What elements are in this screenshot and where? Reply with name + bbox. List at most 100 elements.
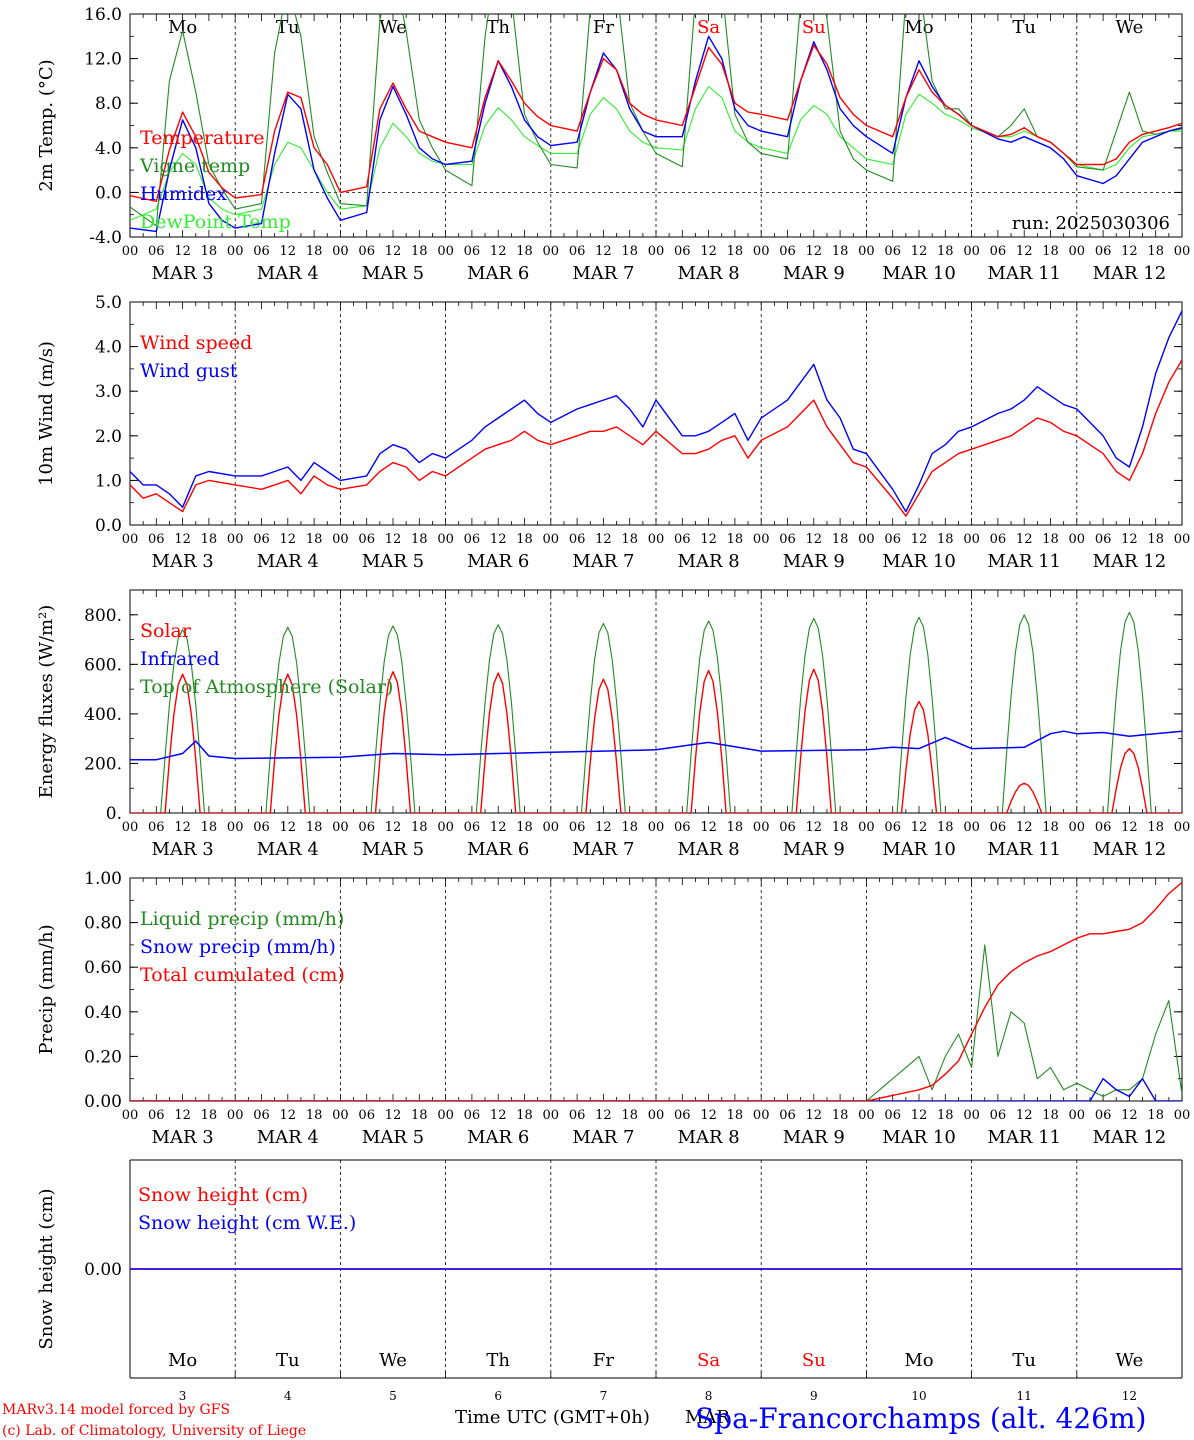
y-tick-label: 0.00	[84, 1092, 122, 1112]
weekday-label: Tu	[1012, 17, 1036, 38]
weekday-label: Tu	[276, 1350, 300, 1371]
hour-label: 06	[358, 1108, 375, 1123]
y-tick-label: 0.0	[95, 183, 122, 203]
day-number-label: 7	[600, 1389, 608, 1403]
weekday-label: Tu	[276, 17, 300, 38]
hour-label: 00	[858, 1108, 875, 1123]
hour-label: 00	[437, 244, 454, 259]
panel-3: 0. 200. 400. 600. 800. Energy fluxes (W/m²) 00…	[36, 589, 1190, 860]
hour-label: 06	[884, 1108, 901, 1123]
hour-label: 06	[779, 532, 796, 547]
hour-label: 18	[1042, 1108, 1059, 1123]
day-number-label: 6	[494, 1389, 502, 1403]
hour-label: 18	[1147, 1108, 1164, 1123]
hour-label: 18	[937, 820, 954, 835]
y-tick-label: 0.80	[84, 914, 122, 934]
hour-label: 18	[937, 532, 954, 547]
weekday-label: Sa	[697, 17, 720, 38]
hour-label: 00	[963, 244, 980, 259]
legend-entry: Top of Atmosphere (Solar)	[140, 676, 393, 698]
date-label: MAR 4	[257, 551, 319, 572]
day-number-label: 5	[389, 1389, 397, 1403]
y-tick-label: 0.40	[84, 1003, 122, 1023]
date-label: MAR 4	[257, 263, 319, 284]
panel-4: 0.00 0.20 0.40 0.60 0.80 1.00 Precip (mm/h) 00 0…	[36, 869, 1190, 1148]
legend-entry: Temperature	[140, 127, 264, 149]
date-label: MAR 7	[572, 839, 634, 860]
y-tick-label: 0.20	[84, 1047, 122, 1067]
date-label: MAR 12	[1093, 263, 1167, 284]
hour-label: 06	[674, 244, 691, 259]
hour-label: 18	[832, 1108, 849, 1123]
day-number-label: 11	[1017, 1389, 1032, 1403]
panel-frame	[129, 13, 1183, 238]
hour-label: 00	[437, 532, 454, 547]
hour-label: 18	[1042, 532, 1059, 547]
station-label: Spa-Francorchamps (alt. 426m)	[695, 1402, 1146, 1435]
hour-label: 18	[516, 244, 533, 259]
hour-label: 18	[411, 532, 428, 547]
hour-label: 06	[569, 820, 586, 835]
date-label: MAR 12	[1093, 839, 1167, 860]
hour-label: 12	[911, 820, 928, 835]
series-line-liquid-precip-mm-h-	[130, 944, 1182, 1101]
hour-label: 12	[280, 532, 297, 547]
hour-label: 06	[358, 532, 375, 547]
series-group	[130, 310, 1182, 517]
date-label: MAR 10	[882, 1127, 956, 1148]
hour-label: 00	[963, 1108, 980, 1123]
hour-label: 12	[1016, 1108, 1033, 1123]
hour-label: 06	[148, 244, 165, 259]
hour-label: 18	[201, 244, 218, 259]
panel-frame	[129, 301, 1183, 526]
weekday-label: We	[1116, 1350, 1144, 1371]
date-label: MAR 9	[783, 839, 845, 860]
hour-label: 00	[332, 244, 349, 259]
date-label: MAR 8	[678, 839, 740, 860]
weekday-label: We	[379, 1350, 407, 1371]
y-tick-label: 3.0	[95, 382, 122, 402]
hour-label: 00	[1069, 244, 1086, 259]
weekday-label: Mo	[904, 17, 933, 38]
hour-label: 18	[832, 244, 849, 259]
hour-label: 12	[595, 820, 612, 835]
y-tick-label: 0.	[106, 804, 122, 824]
hour-label: 00	[122, 532, 139, 547]
hour-label: 12	[385, 244, 402, 259]
hour-label: 18	[727, 244, 744, 259]
panel-1: -4.0 0.0 4.0 8.0 12.0 16.0 2m Temp. (°C) Mo Tu We…	[36, 5, 1190, 284]
date-label: MAR 5	[362, 1127, 424, 1148]
hour-label: 00	[648, 820, 665, 835]
weekday-label: Mo	[168, 1350, 197, 1371]
hour-label: 12	[174, 1108, 191, 1123]
hour-label: 06	[464, 244, 481, 259]
legend-entry: Wind gust	[140, 360, 238, 382]
hour-label: 00	[227, 532, 244, 547]
date-label: MAR 12	[1093, 551, 1167, 572]
date-label: MAR 9	[783, 263, 845, 284]
hour-label: 12	[1121, 244, 1138, 259]
hour-label: 00	[543, 244, 560, 259]
series-group	[130, 14, 1182, 233]
hour-label: 18	[201, 1108, 218, 1123]
hour-label: 12	[490, 244, 507, 259]
panel-5: 0.00 Snow height (cm) Mo 3 Tu 4 We 5 Th 6 Fr 7 Sa 8 Su…	[36, 1159, 1183, 1403]
hour-label: 00	[543, 1108, 560, 1123]
hour-label: 06	[148, 820, 165, 835]
hour-label: 00	[332, 532, 349, 547]
hour-label: 18	[727, 820, 744, 835]
legend-entry: Snow height (cm W.E.)	[138, 1212, 356, 1234]
date-label: MAR 9	[783, 551, 845, 572]
date-label: MAR 8	[678, 551, 740, 572]
hour-label: 00	[963, 820, 980, 835]
weekday-label: Su	[802, 1350, 826, 1371]
run-label: run: 2025030306	[1012, 213, 1170, 234]
hour-label: 12	[700, 532, 717, 547]
hour-label: 00	[753, 244, 770, 259]
credit-line-1: MARv3.14 model forced by GFS	[2, 1402, 230, 1418]
hour-label: 00	[122, 1108, 139, 1123]
hour-label: 18	[516, 532, 533, 547]
hour-label: 18	[621, 1108, 638, 1123]
hour-label: 00	[1069, 1108, 1086, 1123]
date-label: MAR 11	[987, 1127, 1061, 1148]
